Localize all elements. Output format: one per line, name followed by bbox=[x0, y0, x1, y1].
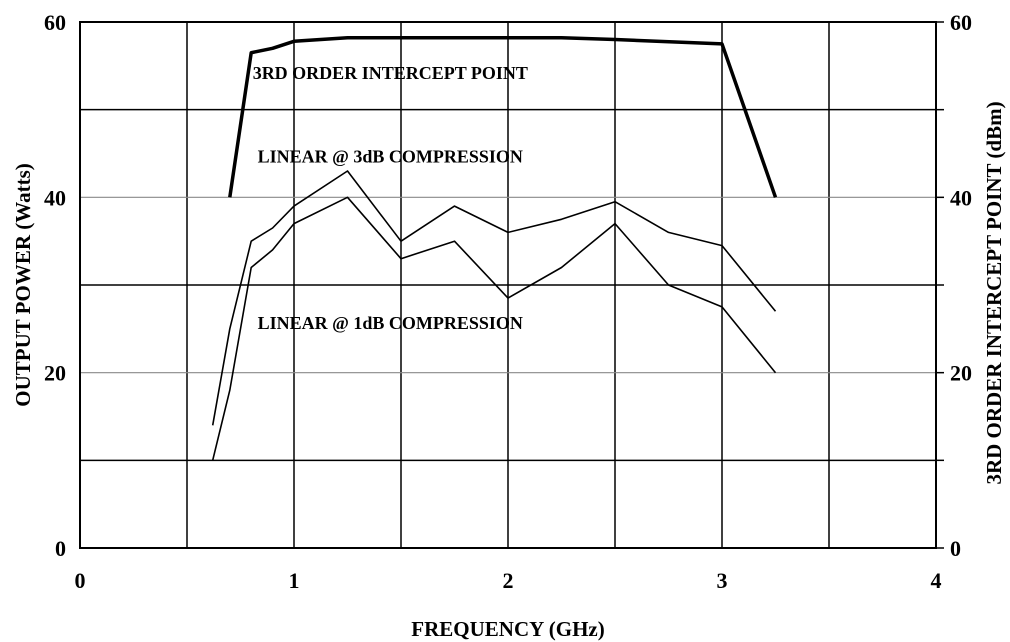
x-axis-title: FREQUENCY (GHz) bbox=[411, 617, 604, 641]
x-tick-label: 2 bbox=[503, 568, 514, 593]
x-tick-label: 1 bbox=[289, 568, 300, 593]
y2-tick-label: 20 bbox=[950, 361, 972, 386]
y-axis-title: OUTPUT POWER (Watts) bbox=[11, 163, 35, 406]
y2-tick-label: 40 bbox=[950, 185, 972, 210]
x-tick-label: 3 bbox=[717, 568, 728, 593]
x-tick-label: 0 bbox=[75, 568, 86, 593]
y-tick-label: 60 bbox=[44, 10, 66, 35]
grid bbox=[80, 22, 936, 548]
y2-tick-label: 0 bbox=[950, 536, 961, 561]
series-layer bbox=[211, 36, 778, 461]
annotation-label: LINEAR @ 1dB COMPRESSION bbox=[258, 313, 523, 333]
series-line-1 bbox=[228, 36, 778, 198]
annotation-label: LINEAR @ 3dB COMPRESSION bbox=[258, 146, 523, 166]
plot-frame bbox=[79, 21, 944, 549]
y2-tick-label: 60 bbox=[950, 10, 972, 35]
series-line-3 bbox=[211, 196, 777, 461]
y2-axis-title: 3RD ORDER INTERCEPT POINT (dBm) bbox=[982, 101, 1006, 484]
y-tick-label: 0 bbox=[55, 536, 66, 561]
y-tick-label: 20 bbox=[44, 361, 66, 386]
series-line-2 bbox=[211, 170, 777, 426]
x-tick-label: 4 bbox=[931, 568, 942, 593]
annotation-label: 3RD ORDER INTERCEPT POINT bbox=[253, 63, 528, 83]
annotations-layer: 3RD ORDER INTERCEPT POINT LINEAR @ 3dB CO… bbox=[253, 63, 528, 333]
y-tick-label: 40 bbox=[44, 185, 66, 210]
